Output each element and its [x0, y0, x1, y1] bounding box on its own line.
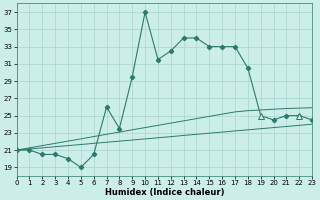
X-axis label: Humidex (Indice chaleur): Humidex (Indice chaleur) — [105, 188, 224, 197]
